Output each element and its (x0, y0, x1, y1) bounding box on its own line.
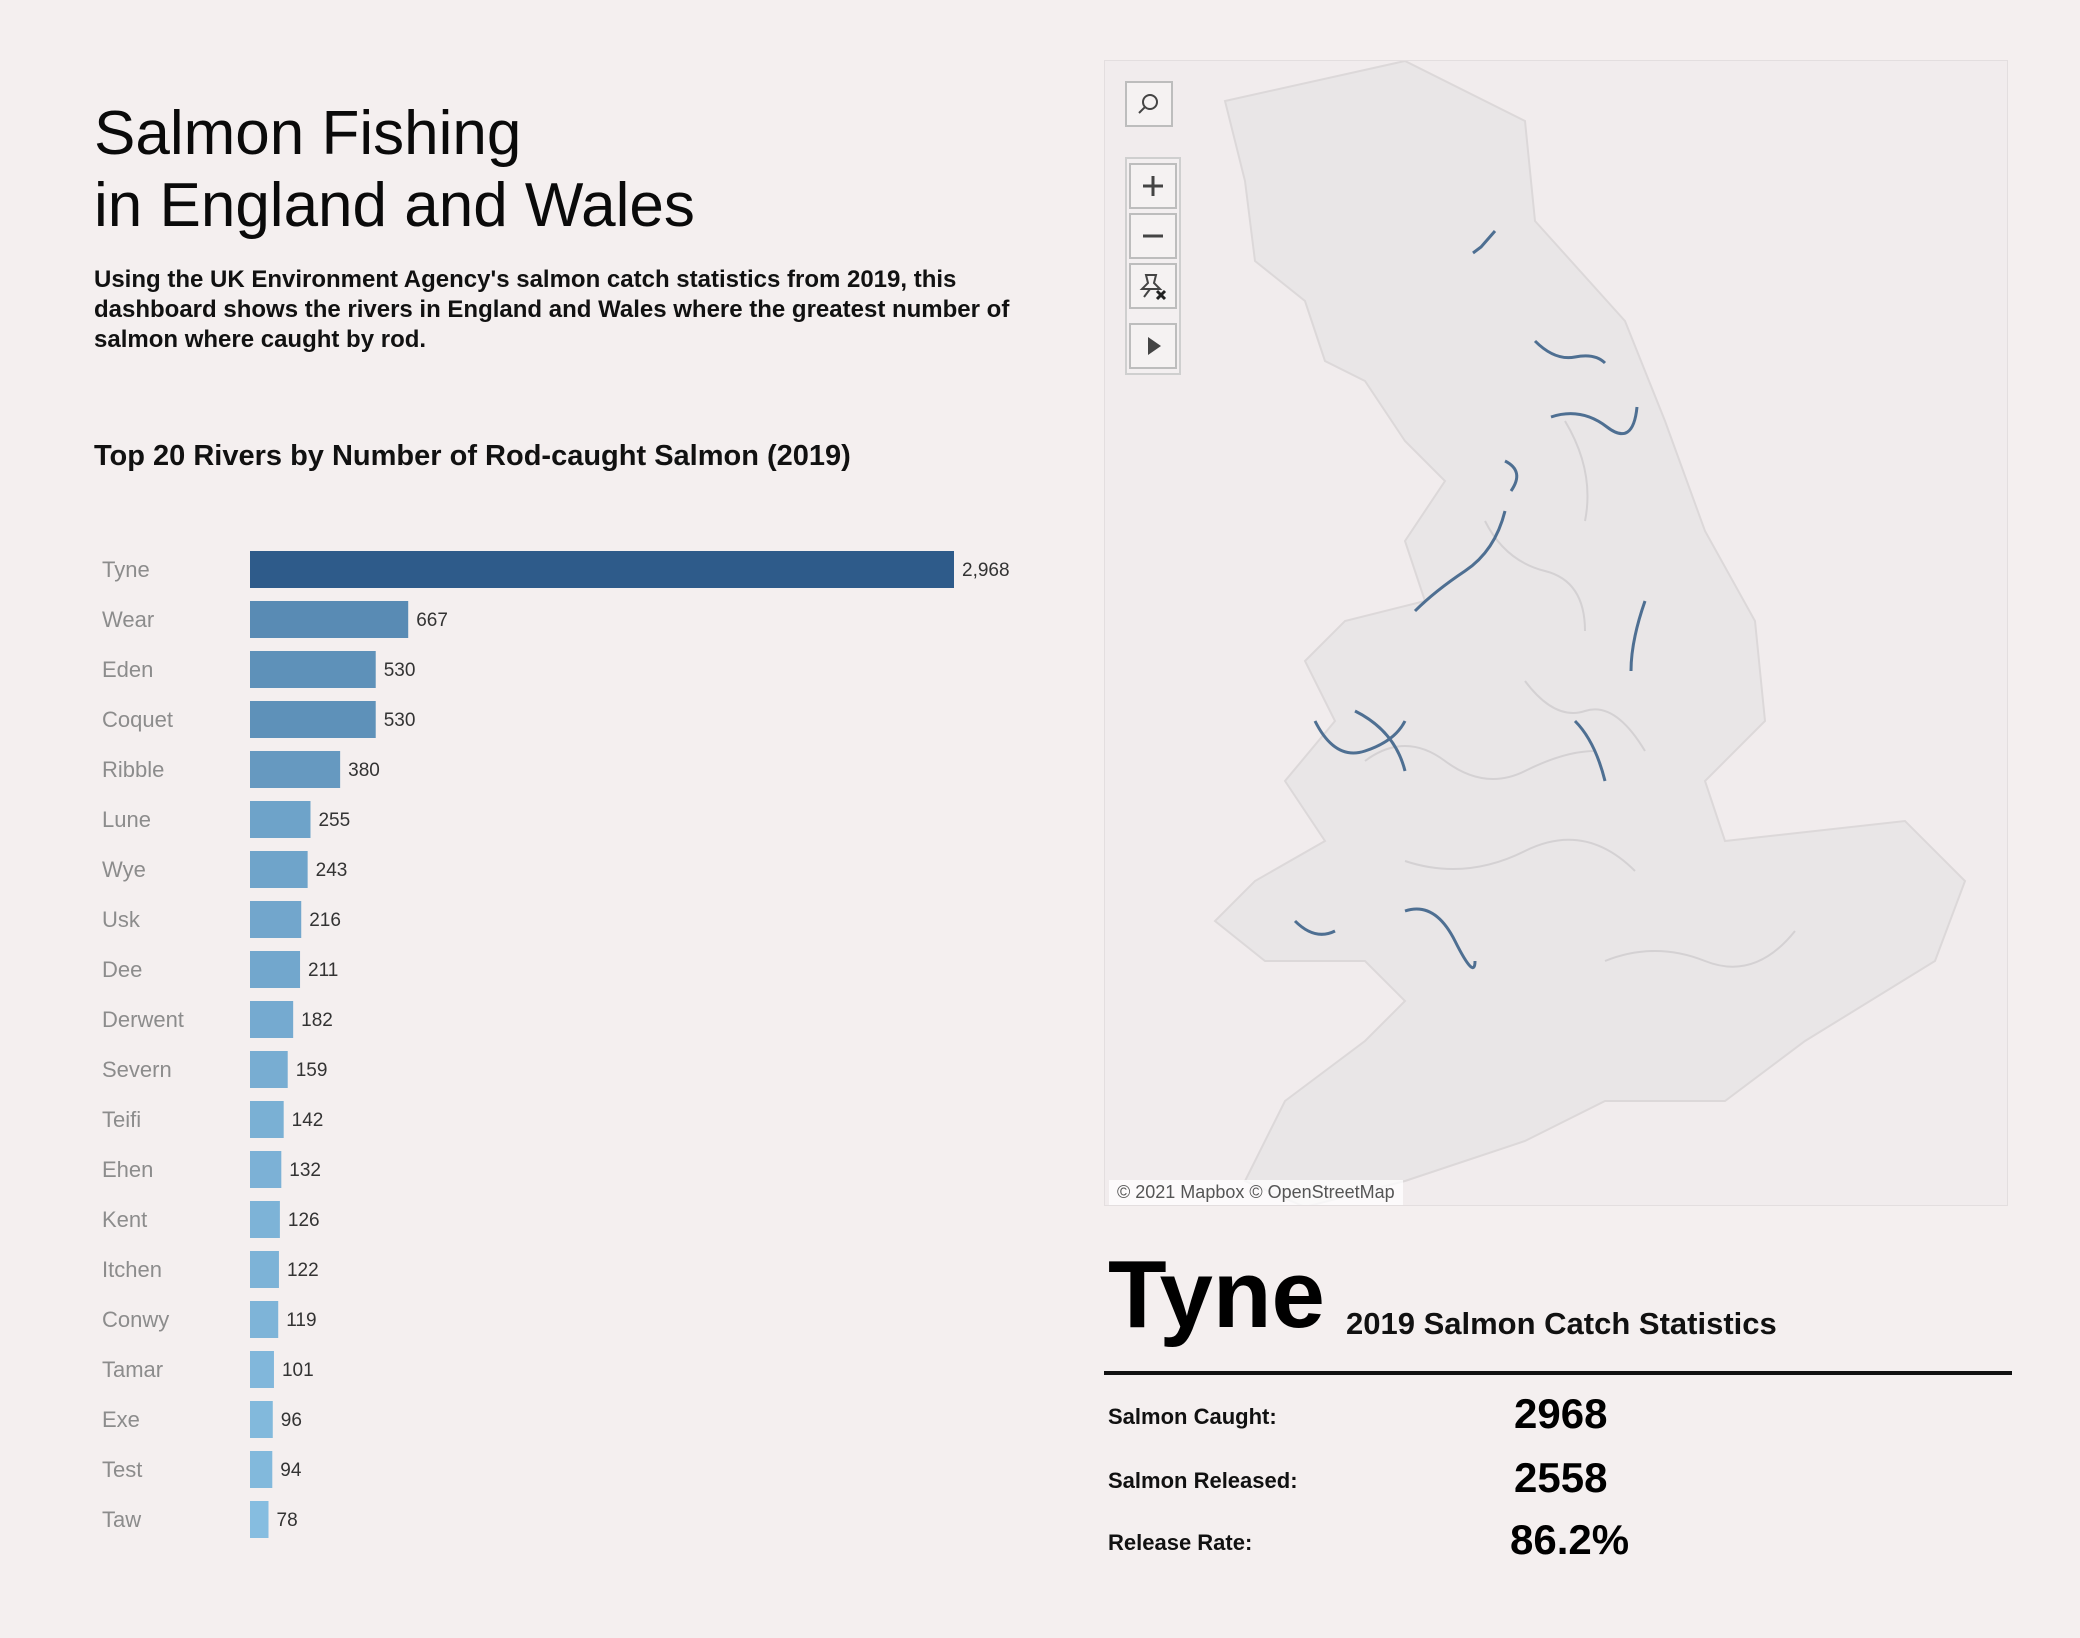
bar-derwent[interactable] (250, 1001, 294, 1038)
stat-label-caught: Salmon Caught: (1108, 1404, 1277, 1429)
chart-title: Top 20 Rivers by Number of Rod-caught Sa… (94, 440, 851, 472)
bar-coquet[interactable] (250, 701, 376, 738)
detail-divider (1104, 1371, 2012, 1375)
stat-label-rate: Release Rate: (1108, 1530, 1253, 1555)
bar-category-label: Usk (102, 907, 141, 932)
bar-category-label: Wye (102, 857, 146, 882)
bar-tyne[interactable] (250, 551, 954, 588)
bar-category-label: Itchen (102, 1257, 162, 1282)
map-attribution[interactable]: © 2021 Mapbox © OpenStreetMap (1109, 1180, 1403, 1205)
bar-value-label: 216 (309, 910, 341, 931)
bar-category-label: Severn (102, 1057, 172, 1082)
bar-category-label: Derwent (102, 1007, 184, 1032)
bar-category-label: Wear (102, 607, 154, 632)
bar-itchen[interactable] (250, 1251, 279, 1288)
bar-category-label: Dee (102, 957, 142, 982)
bar-lune[interactable] (250, 801, 311, 838)
bar-value-label: 119 (286, 1310, 316, 1331)
bar-wear[interactable] (250, 601, 409, 638)
bar-value-label: 122 (287, 1260, 319, 1281)
bar-taw[interactable] (250, 1501, 269, 1538)
title-line-1: Salmon Fishing (94, 99, 522, 168)
dashboard-title: Salmon Fishing in England and Wales (94, 98, 695, 242)
bar-category-label: Teifi (102, 1107, 141, 1132)
search-icon[interactable] (1125, 81, 1173, 127)
bar-value-label: 142 (292, 1110, 324, 1131)
bar-eden[interactable] (250, 651, 376, 688)
bar-dee[interactable] (250, 951, 301, 988)
zoom-in-icon[interactable] (1129, 163, 1177, 209)
map-terrain (1213, 61, 1967, 1205)
bar-category-label: Coquet (102, 707, 173, 732)
dashboard-description: Using the UK Environment Agency's salmon… (94, 266, 1010, 353)
clear-pins-icon[interactable] (1129, 263, 1177, 309)
bar-category-label: Eden (102, 657, 153, 682)
play-icon[interactable] (1129, 323, 1177, 369)
bar-conwy[interactable] (250, 1301, 279, 1338)
detail-subtitle: 2019 Salmon Catch Statistics (1346, 1306, 1777, 1341)
bar-ribble[interactable] (250, 751, 341, 788)
bar-category-label: Kent (102, 1207, 147, 1232)
bar-value-label: 159 (296, 1060, 328, 1081)
stat-value-rate: 86.2% (1510, 1516, 1630, 1563)
bar-value-label: 78 (277, 1510, 298, 1531)
bar-category-label: Lune (102, 807, 151, 832)
bar-value-label: 101 (282, 1360, 314, 1381)
bar-tamar[interactable] (250, 1351, 274, 1388)
bar-value-label: 182 (301, 1010, 333, 1031)
bar-value-label: 126 (288, 1210, 320, 1231)
bar-severn[interactable] (250, 1051, 288, 1088)
bar-category-label: Ehen (102, 1157, 153, 1182)
bar-exe[interactable] (250, 1401, 273, 1438)
bar-ehen[interactable] (250, 1151, 282, 1188)
bar-category-label: Tamar (102, 1357, 163, 1382)
stat-label-released: Salmon Released: (1108, 1468, 1298, 1493)
bar-value-label: 243 (316, 860, 348, 881)
bar-chart[interactable]: Tyne 2,968 Wear 667 Eden 530 Coquet 530 Ribble 38… (0, 0, 1060, 1600)
title-line-2: in England and Wales (94, 171, 695, 240)
bar-value-label: 380 (348, 760, 380, 781)
bar-kent[interactable] (250, 1201, 280, 1238)
river-map[interactable]: © 2021 Mapbox © OpenStreetMap (1104, 60, 2008, 1206)
zoom-out-icon[interactable] (1129, 213, 1177, 259)
bar-category-label: Taw (102, 1507, 141, 1532)
stat-value-caught: 2968 (1514, 1390, 1608, 1437)
bar-category-label: Tyne (102, 557, 150, 582)
bar-value-label: 255 (318, 810, 350, 831)
bar-teifi[interactable] (250, 1101, 284, 1138)
bar-category-label: Ribble (102, 757, 164, 782)
bar-value-label: 2,968 (962, 560, 1010, 581)
bar-value-label: 530 (384, 660, 416, 681)
stat-value-released: 2558 (1514, 1454, 1608, 1501)
bar-value-label: 94 (280, 1460, 302, 1481)
selected-river-name: Tyne (1108, 1241, 1325, 1348)
bar-value-label: 667 (416, 610, 448, 631)
bar-test[interactable] (250, 1451, 273, 1488)
bar-value-label: 211 (308, 960, 338, 981)
bar-category-label: Conwy (102, 1307, 169, 1332)
bar-usk[interactable] (250, 901, 302, 938)
bar-value-label: 132 (289, 1160, 321, 1181)
bar-wye[interactable] (250, 851, 308, 888)
bar-value-label: 530 (384, 710, 416, 731)
bar-value-label: 96 (281, 1410, 302, 1431)
bar-category-label: Test (102, 1457, 142, 1482)
bar-category-label: Exe (102, 1407, 140, 1432)
